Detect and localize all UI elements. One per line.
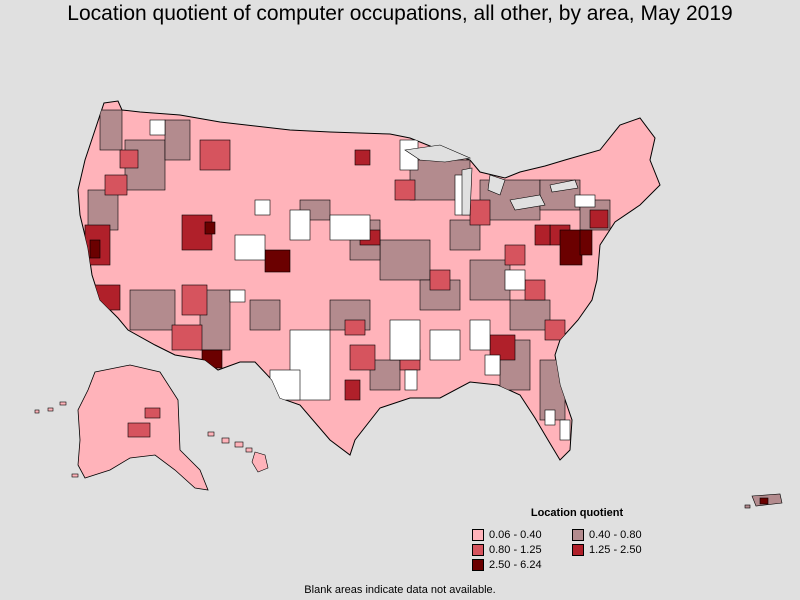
legend-label: 0.06 - 0.40 [489,528,542,541]
great-lakes [404,144,579,216]
legend-item-1: 0.40 - 0.80 [572,528,672,541]
legend-label: 0.40 - 0.80 [589,528,642,541]
puerto-rico-shape [744,493,783,509]
alaska-fairbanks-area [144,407,161,419]
legend-swatch [472,543,484,556]
legend-swatch [572,543,584,556]
legend-label: 1.25 - 2.50 [589,543,642,556]
alaska-anchorage-area [127,422,151,438]
legend-title: Location quotient [530,507,624,519]
map-title: Location quotient of computer occupation… [67,2,733,25]
legend-swatch [572,528,584,541]
aleutian-islands [34,401,79,478]
legend-item-2: 0.80 - 1.25 [472,543,572,556]
legend-item-0: 0.06 - 0.40 [472,528,572,541]
legend-item-4: 2.50 - 6.24 [472,558,572,571]
legend-swatch [472,528,484,541]
legend-label: 0.80 - 1.25 [489,543,542,556]
legend-item-3: 1.25 - 2.50 [572,543,672,556]
legend-label: 2.50 - 6.24 [489,558,542,571]
areas-080-125 [104,139,566,438]
hawaii-shape [207,431,269,473]
legend-swatch [472,558,484,571]
footnote: Blank areas indicate data not available. [304,584,496,596]
legend: Location quotient 0.06 - 0.40 0.40 - 0.8… [472,507,672,571]
